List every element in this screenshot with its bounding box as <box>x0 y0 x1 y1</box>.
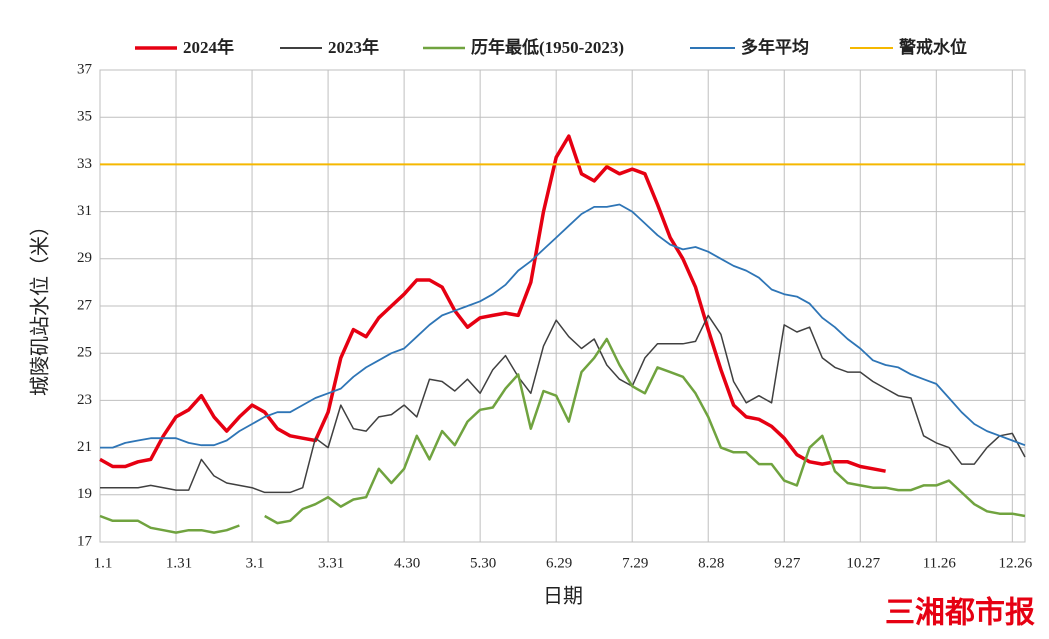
x-tick-label: 6.29 <box>546 555 572 571</box>
x-tick-label: 10.27 <box>846 555 880 571</box>
x-tick-label: 3.31 <box>318 555 344 571</box>
x-tick-label: 3.1 <box>246 555 265 571</box>
series-line <box>264 337 1026 525</box>
legend-label: 2024年 <box>183 37 234 57</box>
series-line <box>99 514 240 534</box>
series-line <box>100 314 1026 494</box>
series-line <box>100 203 1026 449</box>
y-tick-label: 19 <box>77 486 92 502</box>
y-tick-label: 23 <box>77 392 92 408</box>
x-tick-label: 8.28 <box>698 555 724 571</box>
lines <box>99 134 1026 534</box>
y-tick-label: 17 <box>77 533 93 549</box>
x-axis-title: 日期 <box>543 586 583 608</box>
x-tick-label: 1.31 <box>166 555 192 571</box>
y-tick-label: 37 <box>77 61 93 77</box>
y-tick-label: 21 <box>77 439 92 455</box>
legend-label: 多年平均 <box>741 37 809 57</box>
x-tick-label: 4.30 <box>394 555 420 571</box>
legend-label: 历年最低(1950-2023) <box>471 37 624 57</box>
x-tick-label: 7.29 <box>622 555 648 571</box>
x-tick-label: 12.26 <box>998 555 1032 571</box>
x-tick-label: 11.26 <box>923 555 957 571</box>
x-tick-label: 9.27 <box>774 555 801 571</box>
series-line <box>99 134 886 473</box>
legend-label: 警戒水位 <box>898 37 967 57</box>
y-tick-label: 31 <box>77 203 92 219</box>
y-tick-label: 35 <box>77 109 92 125</box>
y-tick-label: 33 <box>77 156 92 172</box>
watermark: 三湘都市报 <box>885 596 1035 631</box>
y-tick-label: 25 <box>77 345 92 361</box>
y-tick-label: 29 <box>77 250 92 266</box>
y-axis-title: 城陵矶站水位（米） <box>29 216 52 396</box>
x-tick-label: 1.1 <box>94 555 113 571</box>
legend-label: 2023年 <box>328 37 379 57</box>
y-tick-label: 27 <box>77 297 93 313</box>
grid <box>99 69 1026 543</box>
x-tick-label: 5.30 <box>470 555 496 571</box>
